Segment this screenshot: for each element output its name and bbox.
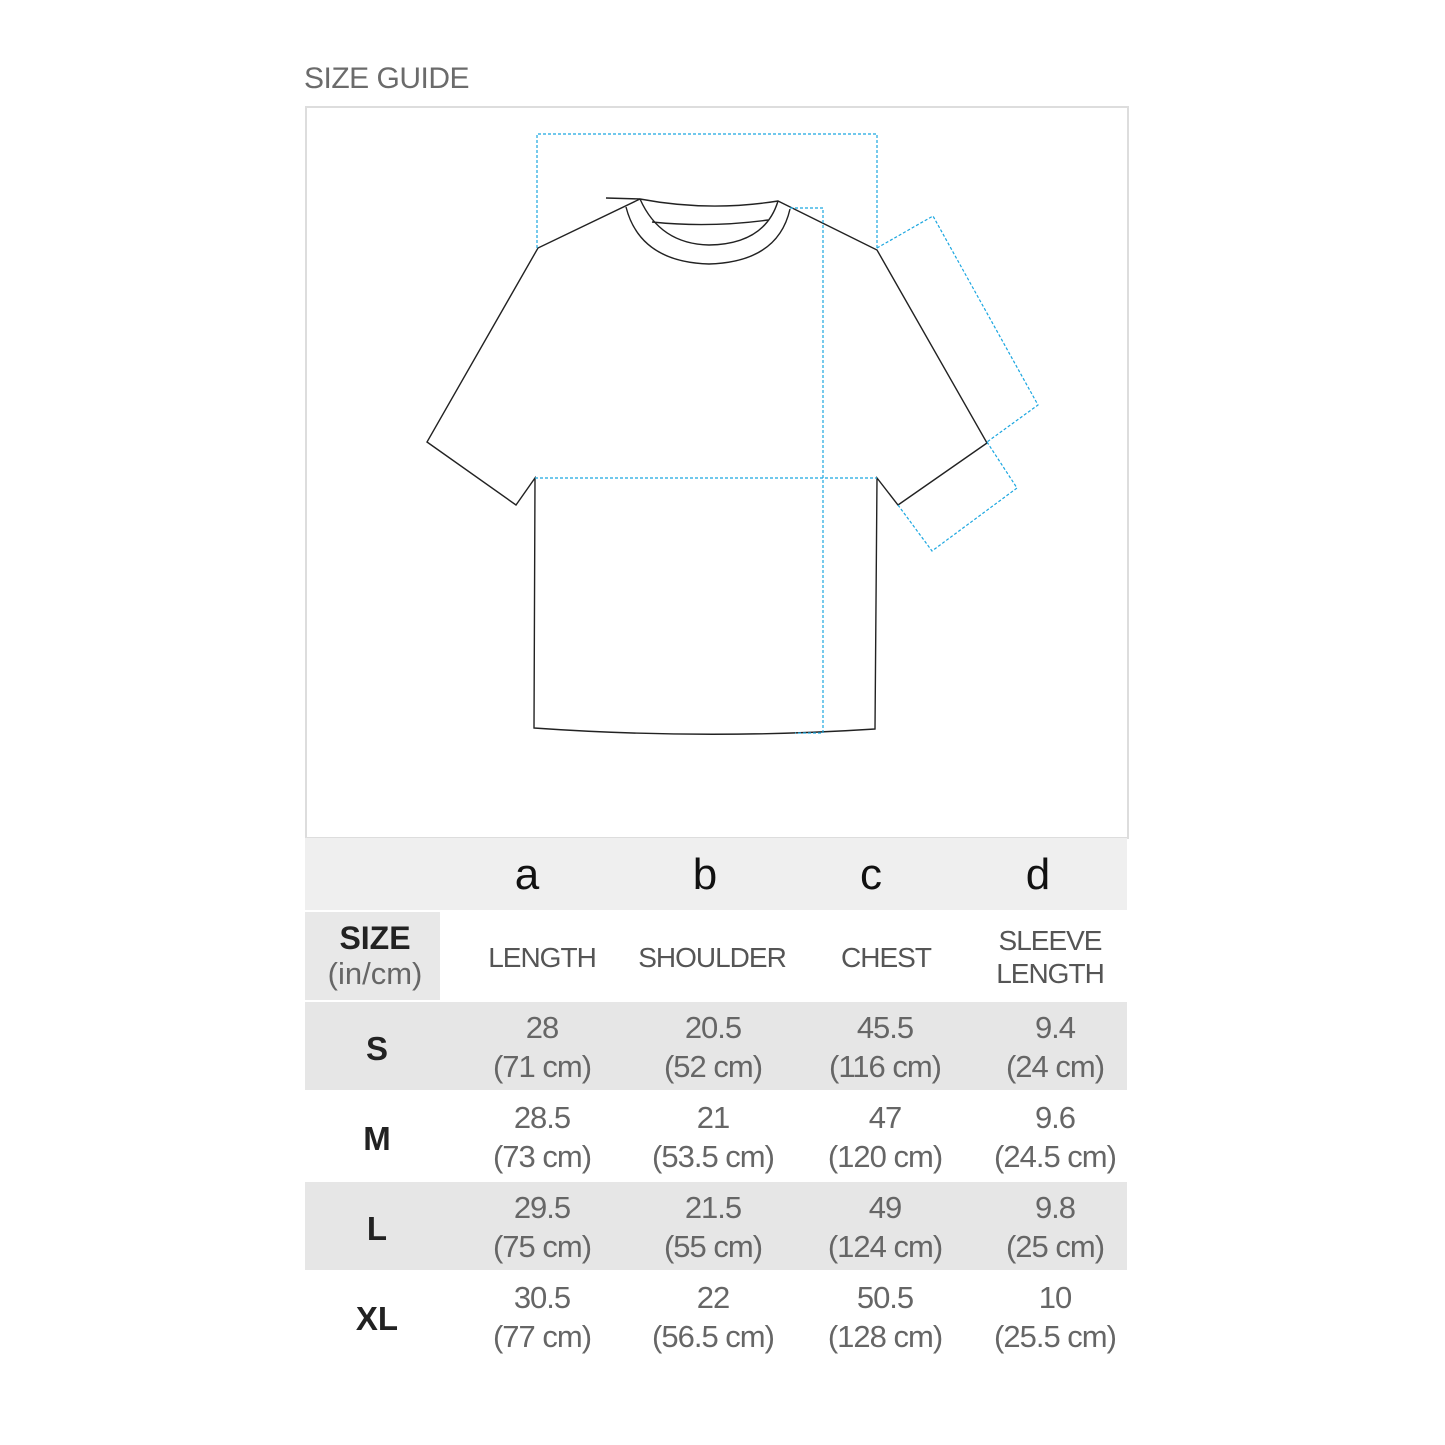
measurement-cell: 22 (56.5 cm) bbox=[652, 1278, 775, 1356]
shoulder-measure bbox=[536, 133, 878, 250]
header-sleeve-line2: LENGTH bbox=[996, 958, 1105, 989]
size-header-line2: (in/cm) bbox=[327, 956, 423, 991]
value-cm: (120 cm) bbox=[827, 1139, 943, 1174]
col-letter-b: b bbox=[692, 850, 718, 899]
value-inches: 47 bbox=[868, 1100, 902, 1135]
value-inches: 9.6 bbox=[1034, 1100, 1076, 1135]
value-cm: (25.5 cm) bbox=[994, 1319, 1117, 1354]
measurement-cell: 45.5 (116 cm) bbox=[828, 1008, 942, 1086]
header-length: LENGTH bbox=[488, 942, 597, 973]
value-cm: (55 cm) bbox=[663, 1229, 763, 1264]
measurement-cell: 28.5 (73 cm) bbox=[492, 1098, 592, 1176]
header-shoulder: SHOULDER bbox=[638, 942, 787, 973]
measurement-cell: 49 (124 cm) bbox=[827, 1188, 943, 1266]
length-measure bbox=[790, 207, 824, 734]
value-cm: (24.5 cm) bbox=[994, 1139, 1117, 1174]
col-letter-a: a bbox=[514, 850, 540, 899]
measurement-cell: 28 (71 cm) bbox=[492, 1008, 592, 1086]
value-cm: (52 cm) bbox=[663, 1049, 763, 1084]
measure-letter-row: a b c d bbox=[305, 838, 1127, 910]
value-cm: (128 cm) bbox=[827, 1319, 943, 1354]
size-header-line1: SIZE bbox=[339, 920, 411, 956]
header-chest: CHEST bbox=[841, 942, 932, 973]
tshirt-diagram bbox=[426, 133, 1039, 735]
value-inches: 28.5 bbox=[513, 1100, 571, 1135]
value-inches: 21 bbox=[696, 1100, 730, 1135]
header-sleeve-line1: SLEEVE bbox=[998, 925, 1103, 956]
value-inches: 49 bbox=[868, 1190, 902, 1225]
size-row-xl: XL 30.5 (77 cm) 22 (56.5 cm) 50.5 (128 cm) 10 (2… bbox=[305, 1272, 1127, 1360]
measurement-cell: 9.4 (24 cm) bbox=[1005, 1008, 1105, 1086]
value-cm: (116 cm) bbox=[828, 1049, 942, 1084]
value-inches: 20.5 bbox=[684, 1010, 742, 1045]
size-label: L bbox=[366, 1210, 388, 1247]
size-label: M bbox=[363, 1120, 391, 1157]
value-cm: (25 cm) bbox=[1005, 1229, 1105, 1264]
col-letter-c: c bbox=[860, 850, 882, 899]
value-inches: 21.5 bbox=[684, 1190, 742, 1225]
value-inches: 22 bbox=[696, 1280, 730, 1315]
value-inches: 29.5 bbox=[513, 1190, 571, 1225]
value-cm: (124 cm) bbox=[827, 1229, 943, 1264]
header-sleeve-length: SLEEVE LENGTH bbox=[996, 924, 1105, 990]
measurement-cell: 10 (25.5 cm) bbox=[994, 1278, 1117, 1356]
measurement-cell: 30.5 (77 cm) bbox=[492, 1278, 592, 1356]
value-cm: (53.5 cm) bbox=[652, 1139, 775, 1174]
tshirt-outline bbox=[426, 197, 988, 735]
size-header-cell bbox=[305, 912, 440, 1000]
sleeve-measure bbox=[876, 215, 1039, 443]
size-header: SIZE (in/cm) bbox=[328, 920, 423, 992]
value-cm: (77 cm) bbox=[492, 1319, 592, 1354]
measurement-cell: 29.5 (75 cm) bbox=[492, 1188, 592, 1266]
measurement-cell: 9.6 (24.5 cm) bbox=[994, 1098, 1117, 1176]
col-letter-d: d bbox=[1025, 850, 1051, 899]
value-cm: (75 cm) bbox=[492, 1229, 592, 1264]
size-label: S bbox=[365, 1030, 389, 1067]
page-title: SIZE GUIDE bbox=[304, 62, 470, 95]
value-inches: 9.8 bbox=[1034, 1190, 1076, 1225]
value-inches: 10 bbox=[1038, 1280, 1072, 1315]
value-inches: 9.4 bbox=[1034, 1010, 1076, 1045]
value-cm: (24 cm) bbox=[1005, 1049, 1105, 1084]
measurement-cell: 21.5 (55 cm) bbox=[663, 1188, 763, 1266]
value-inches: 30.5 bbox=[513, 1280, 571, 1315]
size-row-l: L 29.5 (75 cm) 21.5 (55 cm) 49 (124 cm) 9.8 (25 … bbox=[305, 1182, 1127, 1270]
measurement-cell: 9.8 (25 cm) bbox=[1005, 1188, 1105, 1266]
size-row-m: M 28.5 (73 cm) 21 (53.5 cm) 47 (120 cm) 9.6 (24.… bbox=[305, 1092, 1127, 1180]
value-inches: 50.5 bbox=[856, 1280, 914, 1315]
value-inches: 45.5 bbox=[856, 1010, 914, 1045]
value-cm: (73 cm) bbox=[492, 1139, 592, 1174]
measurement-cell: 47 (120 cm) bbox=[827, 1098, 943, 1176]
size-row-s: S 28 (71 cm) 20.5 (52 cm) 45.5 (116 cm) 9.4 (24 … bbox=[305, 1002, 1127, 1090]
value-cm: (56.5 cm) bbox=[652, 1319, 775, 1354]
measurement-cell: 20.5 (52 cm) bbox=[663, 1008, 763, 1086]
value-inches: 28 bbox=[525, 1010, 559, 1045]
cuff-measure bbox=[897, 441, 1018, 552]
header-row: SIZE (in/cm) LENGTH SHOULDER CHEST SLEEV… bbox=[305, 912, 1127, 1000]
value-cm: (71 cm) bbox=[492, 1049, 592, 1084]
measure-lines bbox=[535, 133, 1039, 734]
measurement-cell: 50.5 (128 cm) bbox=[827, 1278, 943, 1356]
size-label: XL bbox=[355, 1300, 399, 1337]
measurement-cell: 21 (53.5 cm) bbox=[652, 1098, 775, 1176]
